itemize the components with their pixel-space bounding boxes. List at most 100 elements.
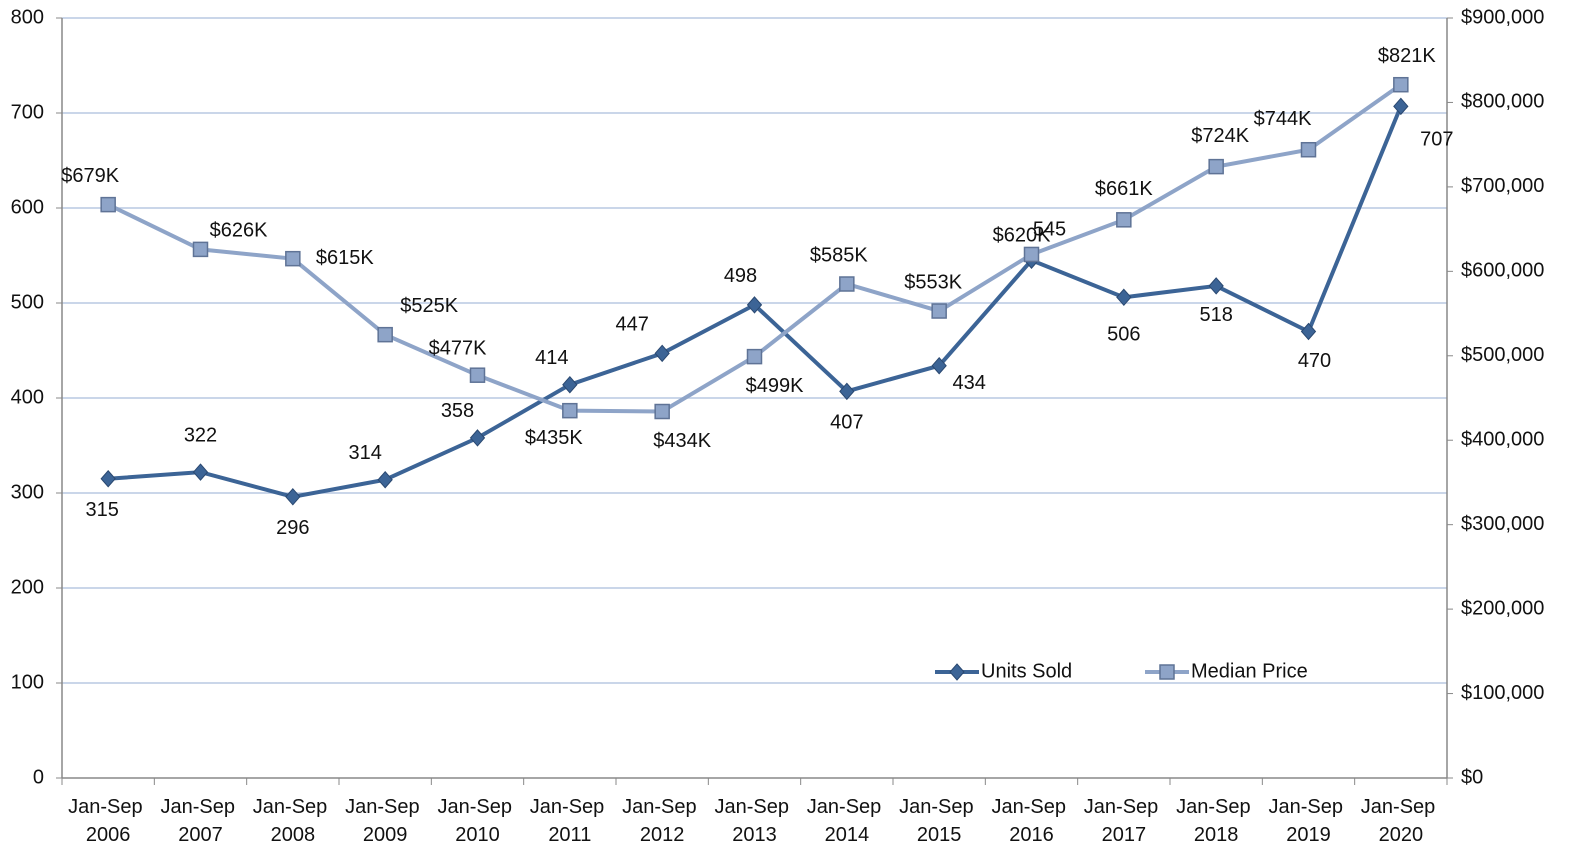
x-tick-label: Jan-Sep 2008 xyxy=(253,796,333,846)
y2-tick-label: $300,000 xyxy=(1461,513,1544,535)
data-label: 358 xyxy=(441,400,474,422)
x-tick-label-line: Jan-Sep xyxy=(622,796,702,818)
data-label: 518 xyxy=(1199,304,1232,326)
x-tick-label: Jan-Sep 2016 xyxy=(991,796,1071,846)
data-label: 322 xyxy=(184,424,217,446)
data-label: $661K xyxy=(1095,178,1153,200)
point xyxy=(192,463,209,481)
x-tick-label: Jan-Sep 2007 xyxy=(160,796,240,846)
x-tick-label-line: 2013 xyxy=(732,824,777,846)
y2-tick-label: $0 xyxy=(1461,766,1483,788)
data-label: $525K xyxy=(400,295,458,317)
x-tick-label: Jan-Sep 2013 xyxy=(714,796,794,846)
x-tick-label-line: 2015 xyxy=(917,824,962,846)
x-tick-label: Jan-Sep 2019 xyxy=(1268,796,1348,846)
x-tick-label: Jan-Sep 2009 xyxy=(345,796,425,846)
point xyxy=(192,241,209,258)
x-tick-label-line: 2011 xyxy=(548,824,591,846)
data-label: 506 xyxy=(1107,324,1140,346)
point xyxy=(1023,246,1040,263)
point xyxy=(377,470,393,489)
data-label: 314 xyxy=(348,442,381,464)
x-tick-label: Jan-Sep 2012 xyxy=(622,796,702,846)
data-label: 447 xyxy=(615,314,648,336)
point xyxy=(1159,664,1175,680)
y2-tick-label: $200,000 xyxy=(1461,597,1544,619)
point xyxy=(285,250,301,267)
point xyxy=(100,469,116,488)
point xyxy=(285,488,301,506)
point xyxy=(562,375,578,394)
x-tick-label-line: 2010 xyxy=(455,824,500,846)
y-tick-label: 100 xyxy=(11,671,44,693)
y-tick-label: 200 xyxy=(11,576,44,598)
x-tick-label-line: Jan-Sep xyxy=(1084,796,1164,818)
x-tick-label-line: Jan-Sep xyxy=(807,796,887,818)
x-tick-label-line: 2017 xyxy=(1102,824,1147,846)
point xyxy=(839,382,855,401)
data-label: $679K xyxy=(61,165,119,187)
data-label: $434K xyxy=(653,430,711,452)
point xyxy=(949,663,965,681)
point xyxy=(1393,97,1409,116)
point xyxy=(1393,76,1409,93)
data-label: $620K xyxy=(993,225,1051,247)
y2-tick-label: $100,000 xyxy=(1461,682,1544,704)
x-tick-label-line: 2012 xyxy=(640,824,685,846)
data-label: 434 xyxy=(952,372,985,394)
x-tick-label-line: 2020 xyxy=(1379,824,1424,846)
point xyxy=(1300,141,1317,158)
data-label: 707 xyxy=(1420,129,1453,151)
data-label: $585K xyxy=(810,244,868,266)
point xyxy=(1116,288,1132,307)
x-tick-label-line: Jan-Sep xyxy=(530,796,610,818)
x-tick-label-line: Jan-Sep xyxy=(160,796,240,818)
x-tick-label-line: 2016 xyxy=(1009,824,1054,846)
y2-tick-label: $900,000 xyxy=(1461,6,1544,28)
point xyxy=(654,403,670,420)
point xyxy=(100,196,116,213)
x-tick-label-line: Jan-Sep xyxy=(1268,796,1348,818)
x-tick-label-line: 2008 xyxy=(271,824,316,846)
data-label: 470 xyxy=(1298,350,1331,372)
x-tick-label-line: Jan-Sep xyxy=(991,796,1071,818)
x-tick-label-line: Jan-Sep xyxy=(68,796,148,818)
point xyxy=(377,326,393,343)
data-label: 498 xyxy=(724,265,757,287)
y2-tick-label: $400,000 xyxy=(1461,429,1544,451)
x-tick-label-line: Jan-Sep xyxy=(714,796,794,818)
y2-tick-label: $800,000 xyxy=(1461,91,1544,113)
x-tick-label-line: Jan-Sep xyxy=(899,796,979,818)
x-tick-label-line: Jan-Sep xyxy=(345,796,425,818)
y-tick-label: 700 xyxy=(11,101,44,123)
point xyxy=(839,276,855,292)
x-tick-label-line: 2018 xyxy=(1194,824,1239,846)
x-tick-label: Jan-Sep 2020 xyxy=(1361,796,1441,846)
data-label: $724K xyxy=(1191,125,1249,147)
data-label: $821K xyxy=(1378,45,1436,67)
point xyxy=(562,402,578,419)
x-tick-label-line: Jan-Sep xyxy=(437,796,517,818)
data-label: $435K xyxy=(525,427,583,449)
point xyxy=(931,303,947,319)
data-label: $626K xyxy=(210,220,268,242)
data-label: $499K xyxy=(746,375,804,397)
data-label: 296 xyxy=(276,517,309,539)
x-tick-label-line: 2009 xyxy=(363,824,408,846)
x-tick-label: Jan-Sep 2015 xyxy=(899,796,979,846)
data-label: $744K xyxy=(1254,108,1312,130)
point xyxy=(1116,212,1132,228)
y-tick-label: 800 xyxy=(11,6,44,28)
data-label: $553K xyxy=(904,271,962,293)
point xyxy=(469,367,486,383)
legend-label: Median Price xyxy=(1191,660,1308,682)
data-label: $615K xyxy=(316,247,374,269)
y-tick-label: 400 xyxy=(11,386,44,408)
point xyxy=(1300,322,1317,341)
x-tick-label-line: 2014 xyxy=(825,824,870,846)
point xyxy=(1208,277,1224,295)
data-label: 414 xyxy=(535,347,568,369)
y2-tick-label: $700,000 xyxy=(1461,175,1544,197)
x-tick-label-line: Jan-Sep xyxy=(1176,796,1256,818)
